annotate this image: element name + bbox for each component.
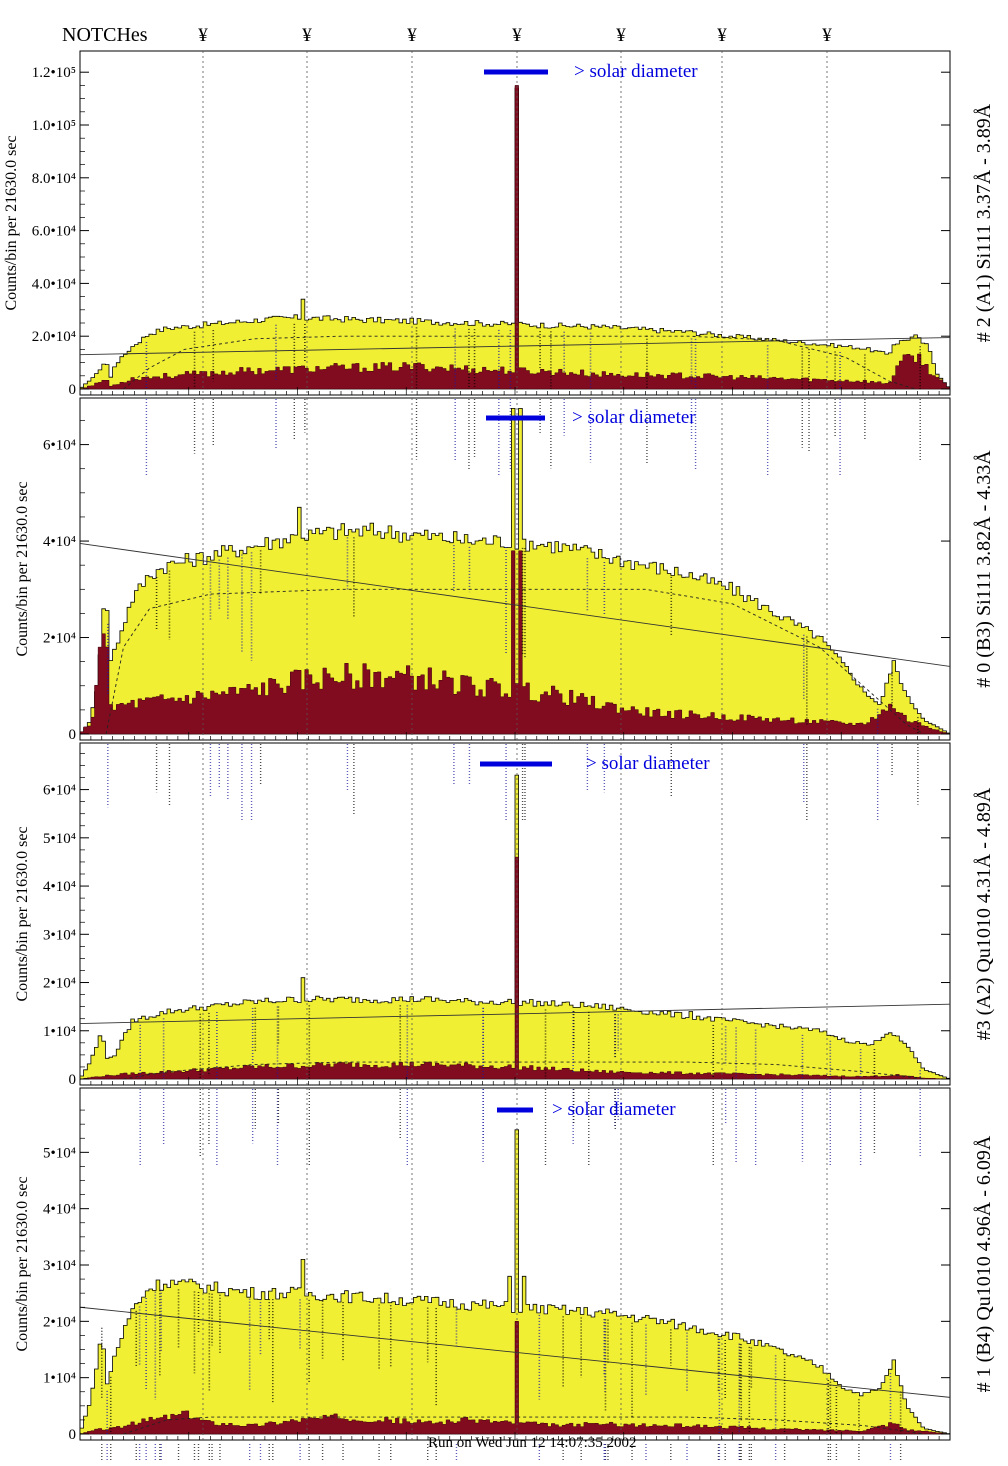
- y-axis-label: Counts/bin per 21630.0 sec: [3, 135, 20, 310]
- y-tick-label: 0: [69, 1072, 77, 1088]
- y-tick-label: 5•10⁴: [43, 831, 76, 847]
- y-tick-label: 1•10⁴: [43, 1371, 76, 1387]
- notch-symbol-1: ¥: [198, 25, 208, 46]
- y-tick-label: 4•10⁴: [43, 1202, 76, 1218]
- notch-symbol-4: ¥: [512, 25, 522, 46]
- panel-2: 0 2•10⁴ 4•10⁴ 6•10⁴ Counts/bin per 21630.0 s…: [14, 397, 995, 820]
- fit-line: [79, 337, 951, 356]
- y-tick-label: 8.0•10⁴: [32, 171, 76, 187]
- solar-diameter-annotation: > solar diameter: [572, 407, 696, 428]
- notch-symbol-6: ¥: [717, 25, 727, 46]
- y-tick-label: 5•10⁴: [43, 1145, 76, 1161]
- solar-diameter-annotation: > solar diameter: [586, 753, 710, 774]
- y-tick-label: 1.2•10⁵: [32, 65, 76, 81]
- fit-line: [79, 543, 951, 667]
- y-tick-label: 6.0•10⁴: [32, 224, 76, 240]
- panel-title: # 2 (A1) Si111 3.37Å - 3.89Å: [973, 103, 995, 342]
- notch-symbol-7: ¥: [822, 25, 832, 46]
- notch-symbol-5: ¥: [616, 25, 626, 46]
- y-axis-label: Counts/bin per 21630.0 sec: [14, 1176, 31, 1351]
- model-curve: [105, 588, 925, 735]
- y-tick-label: 4•10⁴: [43, 879, 76, 895]
- notch-symbol-3: ¥: [407, 25, 417, 46]
- y-axis-label: Counts/bin per 21630.0 sec: [14, 826, 31, 1001]
- panel-title: #3 (A2) Qu1010 4.31Å - 4.89Å: [973, 787, 995, 1040]
- y-tick-label: 1.0•10⁵: [32, 118, 76, 134]
- notch-label: NOTCHes: [62, 24, 148, 46]
- fit-line: [79, 1306, 951, 1398]
- y-tick-label: 2•10⁴: [43, 976, 76, 992]
- y-tick-label: 3•10⁴: [43, 927, 76, 943]
- model-curve: [123, 1061, 924, 1080]
- y-tick-label: 6•10⁴: [43, 783, 76, 799]
- run-timestamp: Run on Wed Jun 12 14:07:35 2002: [428, 1435, 637, 1451]
- y-tick-label: 0: [69, 727, 77, 743]
- y-tick-label: 2•10⁴: [43, 631, 76, 647]
- y-tick-label: 0: [69, 382, 77, 398]
- y-tick-label: 0: [69, 1427, 77, 1443]
- background-counts-area: [79, 1321, 951, 1435]
- solar-diameter-annotation: > solar diameter: [574, 61, 698, 82]
- total-counts-area: [79, 1129, 951, 1435]
- y-tick-label: 4.0•10⁴: [32, 276, 76, 292]
- y-tick-label: 3•10⁴: [43, 1258, 76, 1274]
- model-curve: [123, 335, 916, 390]
- y-tick-label: 6•10⁴: [43, 438, 76, 454]
- panels: 0 2.0•10⁴ 4.0•10⁴ 6.0•10⁴ 8.0•10⁴ 1.0•10⁵ 1.2•…: [3, 50, 995, 1466]
- notch-row: NOTCHes ¥ ¥ ¥ ¥ ¥ ¥ ¥: [62, 24, 832, 46]
- y-tick-label: 2.0•10⁴: [32, 329, 76, 345]
- fit-line: [79, 1003, 951, 1024]
- panel-3: 0 1•10⁴ 2•10⁴ 3•10⁴ 4•10⁴ 5•10⁴ 6•10⁴ Counts/bi…: [14, 742, 995, 1165]
- panel-title: # 0 (B3) Si111 3.82Å - 4.33Å: [973, 450, 995, 688]
- y-tick-label: 1•10⁴: [43, 1024, 76, 1040]
- notch-symbol-2: ¥: [302, 25, 312, 46]
- solar-diameter-annotation: > solar diameter: [552, 1099, 676, 1120]
- y-tick-label: 4•10⁴: [43, 534, 76, 550]
- background-counts-area: [79, 856, 951, 1080]
- y-tick-label: 2•10⁴: [43, 1314, 76, 1330]
- panel-4: 0 1•10⁴ 2•10⁴ 3•10⁴ 4•10⁴ 5•10⁴ Counts/bin per…: [14, 1087, 995, 1466]
- background-counts-area: [79, 550, 951, 735]
- panel-title: # 1 (B4) Qu1010 4.96Å - 6.09Å: [973, 1135, 995, 1392]
- panel-1: 0 2.0•10⁴ 4.0•10⁴ 6.0•10⁴ 8.0•10⁴ 1.0•10⁵ 1.2•…: [3, 50, 995, 475]
- y-axis-label: Counts/bin per 21630.0 sec: [14, 481, 31, 656]
